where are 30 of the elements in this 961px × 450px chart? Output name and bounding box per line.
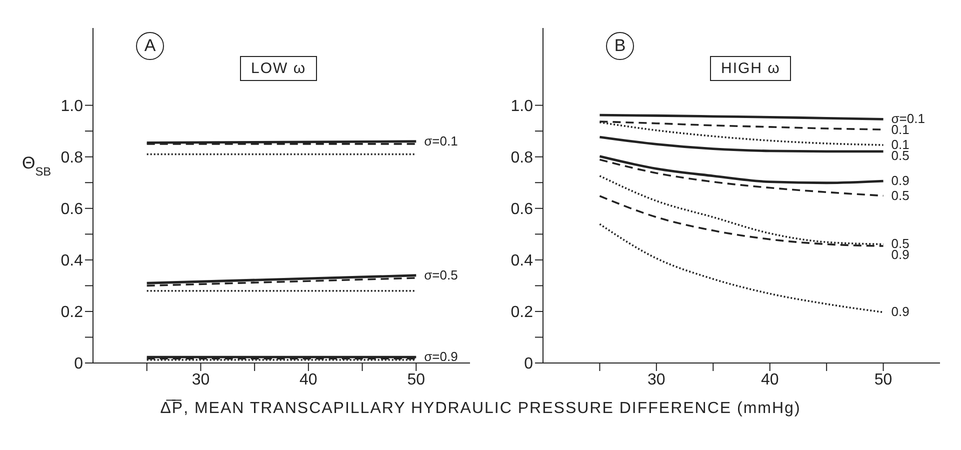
text: LOW ω (240, 56, 318, 81)
series-label: 0.9 (891, 304, 910, 320)
series-label: σ=0.9 (424, 349, 458, 364)
y-tick-label: 0.6 (60, 201, 84, 218)
x-tick-label: 30 (192, 371, 210, 388)
y-tick-label: 0.8 (510, 150, 534, 167)
series-label: σ=0.1 (424, 133, 458, 148)
x-tick-label: 50 (407, 371, 426, 388)
text: A (136, 32, 164, 60)
series-label: σ=0.5 (424, 267, 458, 282)
y-tick-label: 0.4 (60, 252, 84, 270)
y-tick-label: 0.8 (60, 150, 84, 167)
y-tick-label: 1.0 (60, 98, 84, 115)
x-axis-title: Δ̅P̅, MEAN TRANSCAPILLARY HYDRAULIC PRESSURE DIFFERENCE (mmHg) (159, 400, 802, 418)
y-tick-label: 0.2 (510, 304, 534, 322)
x-tick-label: 40 (760, 371, 779, 388)
y-tick-label: 0.2 (60, 304, 84, 322)
y-tick-label: 1.0 (510, 98, 534, 115)
series-label: 0.9 (891, 173, 910, 188)
x-tick-label: 30 (648, 371, 666, 388)
y-tick-label: 0.4 (510, 252, 534, 270)
text: HIGH ω (710, 56, 792, 81)
series-label: 0.5 (891, 188, 910, 203)
text: B (606, 32, 634, 60)
y-tick-label: 0 (74, 356, 84, 373)
y-axis-title: Θ$_{SB}$ (22, 154, 52, 179)
x-tick-label: 40 (300, 371, 318, 388)
y-tick-label: 0 (524, 356, 534, 373)
y-tick-label: 0.6 (510, 201, 534, 218)
x-tick-label: 50 (874, 371, 892, 388)
